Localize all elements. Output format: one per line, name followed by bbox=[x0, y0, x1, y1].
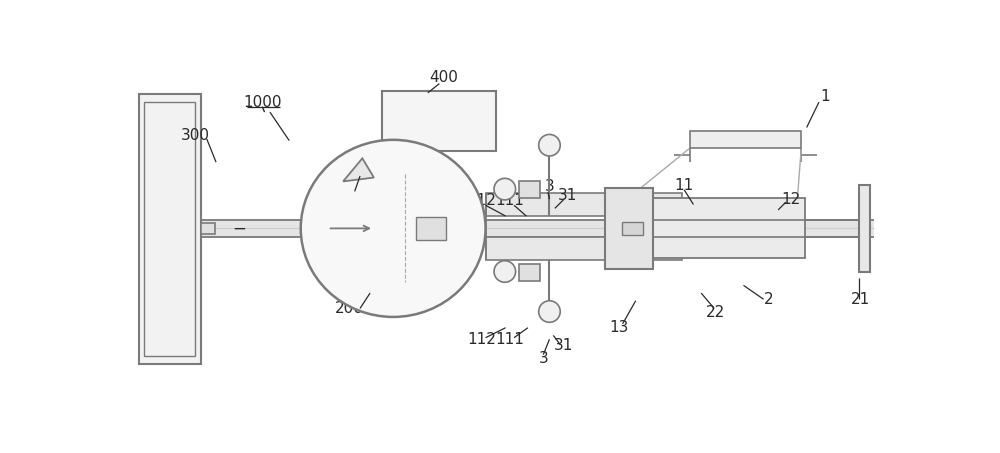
Text: 111: 111 bbox=[496, 193, 525, 208]
Text: 11: 11 bbox=[674, 178, 693, 193]
Bar bbox=[605, 188, 653, 269]
Circle shape bbox=[494, 261, 516, 282]
Bar bbox=[486, 237, 682, 260]
Bar bbox=[690, 131, 801, 148]
Bar bbox=[201, 220, 874, 237]
Text: −: − bbox=[232, 219, 246, 237]
Ellipse shape bbox=[301, 140, 486, 317]
Bar bbox=[144, 102, 195, 356]
Text: 21: 21 bbox=[851, 292, 870, 307]
Text: 112: 112 bbox=[467, 193, 496, 208]
Text: 2: 2 bbox=[764, 292, 774, 307]
Polygon shape bbox=[343, 158, 374, 181]
Bar bbox=[139, 94, 201, 364]
Circle shape bbox=[539, 301, 560, 323]
Text: 400: 400 bbox=[429, 70, 458, 85]
Text: 1000: 1000 bbox=[243, 95, 282, 110]
Bar bbox=[859, 185, 870, 271]
Text: 4: 4 bbox=[348, 179, 357, 194]
Bar bbox=[519, 264, 540, 281]
Text: 1: 1 bbox=[820, 89, 830, 104]
Text: 3: 3 bbox=[538, 351, 548, 366]
Bar bbox=[519, 181, 540, 198]
Text: +: + bbox=[610, 219, 625, 237]
Text: 13: 13 bbox=[609, 320, 628, 335]
Text: 300: 300 bbox=[181, 128, 210, 143]
Bar bbox=[201, 223, 215, 234]
Text: 31: 31 bbox=[554, 338, 573, 353]
Text: 111: 111 bbox=[496, 332, 525, 347]
Circle shape bbox=[539, 135, 560, 156]
Text: 3: 3 bbox=[545, 179, 554, 194]
Bar bbox=[620, 198, 805, 258]
Text: 12: 12 bbox=[782, 192, 801, 207]
Bar bbox=[382, 92, 496, 151]
Bar bbox=[416, 217, 446, 240]
Bar bbox=[622, 222, 643, 235]
Circle shape bbox=[494, 178, 516, 200]
Text: 200: 200 bbox=[335, 301, 364, 316]
Text: 22: 22 bbox=[706, 305, 725, 320]
Text: 31: 31 bbox=[558, 188, 578, 203]
Text: 112: 112 bbox=[467, 332, 496, 347]
Bar bbox=[486, 193, 682, 216]
